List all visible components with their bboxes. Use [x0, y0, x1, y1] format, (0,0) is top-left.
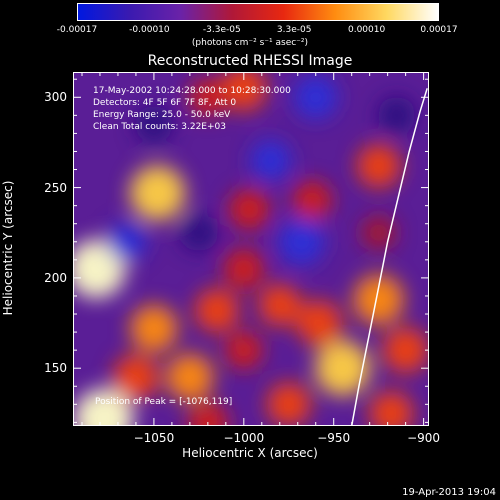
x-tick-label: −950 — [317, 431, 351, 445]
y-tick-label: 250 — [44, 180, 67, 195]
intensity-source — [277, 218, 325, 266]
colorbar-tick-label: -0.00010 — [129, 25, 170, 35]
clean-total-counts: Clean Total counts: 3.22E+03 — [93, 122, 226, 132]
y-tick-label: 150 — [44, 361, 67, 376]
intensity-source — [221, 72, 267, 112]
x-tick-label: −1050 — [133, 431, 175, 445]
intensity-source — [250, 140, 292, 181]
intensity-source — [293, 75, 338, 120]
intensity-source — [361, 215, 396, 250]
intensity-source — [223, 248, 265, 290]
energy-range: Energy Range: 25.0 - 50.0 keV — [93, 110, 231, 120]
observation-time: 17-May-2002 10:24:28.000 to 10:28:30.000 — [93, 86, 291, 96]
intensity-source — [73, 388, 134, 426]
colorbar-tick-label: 0.00017 — [420, 25, 458, 35]
intensity-source — [113, 354, 159, 401]
intensity-source — [315, 340, 371, 396]
intensity-source — [377, 96, 416, 135]
colorbar-tick-label: -3.3e-05 — [202, 25, 241, 35]
intensity-source — [258, 283, 301, 327]
intensity-source — [194, 288, 239, 333]
intensity-source — [369, 391, 414, 426]
chart-title: Reconstructed RHESSI Image — [147, 53, 353, 69]
x-axis-label: Heliocentric X (arcsec) — [182, 446, 318, 460]
plot-date: 19-Apr-2013 19:04 — [402, 487, 496, 498]
intensity-source — [189, 78, 227, 117]
intensity-source — [266, 382, 311, 426]
detectors-info: Detectors: 4F 5F 6F 7F 8F, Att 0 — [93, 98, 237, 108]
intensity-source — [135, 105, 173, 144]
peak-position: Position of Peak = [-1076,119] — [95, 397, 233, 407]
colorbar-tick-label: 3.3e-05 — [276, 25, 312, 35]
solar-limb-curve — [350, 88, 428, 426]
intensity-source — [107, 222, 147, 262]
intensity-source — [166, 353, 214, 401]
intensity-source — [225, 331, 263, 369]
colorbar-tick-label: 0.00010 — [347, 25, 386, 35]
intensity-source — [382, 327, 429, 373]
colorbar — [77, 3, 439, 21]
plot-frame — [73, 72, 429, 426]
intensity-source — [180, 213, 218, 252]
intensity-source — [228, 188, 270, 230]
colorbar-units: (photons cm⁻² s⁻¹ asec⁻²) — [191, 38, 309, 48]
x-tick-label: −900 — [407, 431, 441, 445]
intensity-source — [356, 143, 401, 188]
heatmap-plot — [73, 72, 429, 426]
y-axis-label: Heliocentric Y (arcsec) — [1, 180, 15, 316]
intensity-source — [129, 165, 186, 221]
colorbar-tick-label: -0.00017 — [56, 25, 98, 35]
intensity-source — [130, 304, 178, 353]
intensity-source — [353, 274, 404, 325]
intensity-source — [187, 401, 229, 426]
intensity-source — [296, 300, 343, 346]
y-tick-label: 200 — [44, 270, 67, 285]
x-tick-label: −1000 — [223, 431, 265, 445]
intensity-source — [292, 180, 332, 220]
y-tick-label: 300 — [44, 90, 67, 105]
